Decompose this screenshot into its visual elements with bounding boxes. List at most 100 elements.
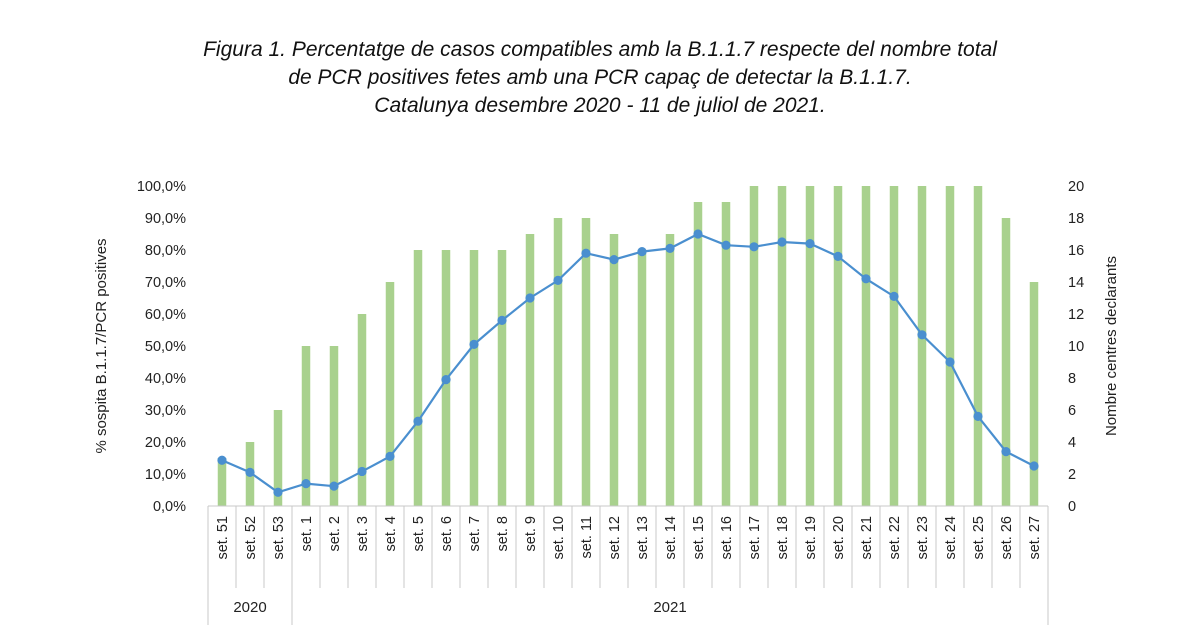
x-tick-label: set. 3 [355,516,371,551]
x-tick-label: set. 5 [411,516,427,551]
y-right-tick-label: 12 [1068,307,1084,323]
y-right-tick-label: 16 [1068,243,1084,259]
line-point-24 [861,274,871,284]
line-point-14 [581,248,591,258]
x-tick-label: set. 13 [635,516,651,560]
line-point-12 [525,293,535,303]
bar-25 [889,186,899,506]
bar-7 [385,282,395,506]
line-point-15 [609,255,619,265]
y-left-tick-label: 100,0% [137,179,186,195]
line-point-30 [1029,461,1039,471]
title-line-3: Catalunya desembre 2020 - 11 de juliol d… [374,94,826,117]
chart-axes [207,505,1049,625]
year-label-2021: 2021 [653,599,686,616]
x-tick-label: set. 17 [747,516,763,560]
x-tick-label: set. 23 [915,516,931,560]
x-tick-label: set. 22 [887,516,903,560]
line-point-26 [917,330,927,340]
x-tick-label: set. 9 [523,516,539,551]
x-tick-label: set. 11 [579,516,595,558]
bar-10 [469,250,479,506]
line-point-3 [273,487,283,497]
x-tick-label: set. 18 [775,516,791,560]
line-series-percent [217,229,1039,497]
y-left-tick-label: 0,0% [153,499,186,515]
year-label-2020: 2020 [233,599,266,616]
bar-26 [917,186,927,506]
bar-6 [357,314,367,506]
chart-title: Figura 1. Percentatge de casos compatibl… [0,36,1200,120]
line-point-27 [945,357,955,367]
x-tick-label: set. 21 [859,516,875,560]
bar-13 [553,218,563,506]
x-tick-label: set. 52 [243,516,259,560]
x-tick-label: set. 10 [551,516,567,560]
y-right-tick-label: 8 [1068,371,1076,387]
y-right-tick-label: 4 [1068,435,1076,451]
line-point-23 [833,251,843,261]
bar-17 [665,234,675,506]
y-right-tick-label: 20 [1068,179,1084,195]
line-point-8 [413,416,423,426]
line-point-4 [301,479,311,489]
x-tick-label: set. 24 [943,516,959,560]
x-tick-label: set. 7 [467,516,483,551]
bar-4 [301,346,311,506]
bar-15 [609,234,619,506]
x-tick-label: set. 19 [803,516,819,560]
bar-21 [777,186,787,506]
x-tick-label: set. 8 [495,516,511,551]
bar-29 [1001,218,1011,506]
bar-30 [1029,282,1039,506]
bar-24 [861,186,871,506]
y-right-tick-label: 18 [1068,211,1084,227]
x-tick-label: set. 51 [215,516,231,560]
x-tick-label: set. 2 [327,516,343,551]
bar-3 [273,410,283,506]
title-line-1: Figura 1. Percentatge de casos compatibl… [203,38,997,61]
title-line-2: de PCR positives fetes amb una PCR capaç… [288,66,912,89]
bar-16 [637,250,647,506]
line-point-5 [329,481,339,491]
line-point-21 [777,237,787,247]
bar-19 [721,202,731,506]
line-point-9 [441,375,451,385]
x-tick-label: set. 53 [271,516,287,560]
line-point-28 [973,411,983,421]
bar-18 [693,202,703,506]
line-point-13 [553,275,563,285]
y-left-tick-label: 30,0% [145,403,186,419]
bar-12 [525,234,535,506]
bar-11 [497,250,507,506]
line-point-22 [805,239,815,249]
x-tick-label: set. 4 [383,516,399,551]
line-point-20 [749,242,759,252]
bar-28 [973,186,983,506]
y-right-axis-title: Nombre centres declarants [1103,256,1120,436]
line-point-11 [497,315,507,325]
x-tick-label: set. 1 [299,516,315,551]
line-path [221,232,1035,494]
y-left-tick-label: 10,0% [145,467,186,483]
y-left-tick-label: 90,0% [145,211,186,227]
line-point-29 [1001,447,1011,457]
bar-23 [833,186,843,506]
x-tick-label: set. 16 [719,516,735,560]
bar-series-centres [217,186,1039,506]
x-tick-label: set. 27 [1027,516,1043,560]
line-point-16 [637,247,647,257]
x-tick-label: set. 25 [971,516,987,560]
line-point-10 [469,339,479,349]
y-left-tick-label: 40,0% [145,371,186,387]
y-left-tick-label: 20,0% [145,435,186,451]
bar-8 [413,250,423,506]
line-point-1 [217,455,227,465]
bar-22 [805,186,815,506]
line-point-2 [245,467,255,477]
y-right-tick-label: 14 [1068,275,1084,291]
x-tick-label: set. 20 [831,516,847,560]
bar-20 [749,186,759,506]
x-tick-label: set. 6 [439,516,455,551]
